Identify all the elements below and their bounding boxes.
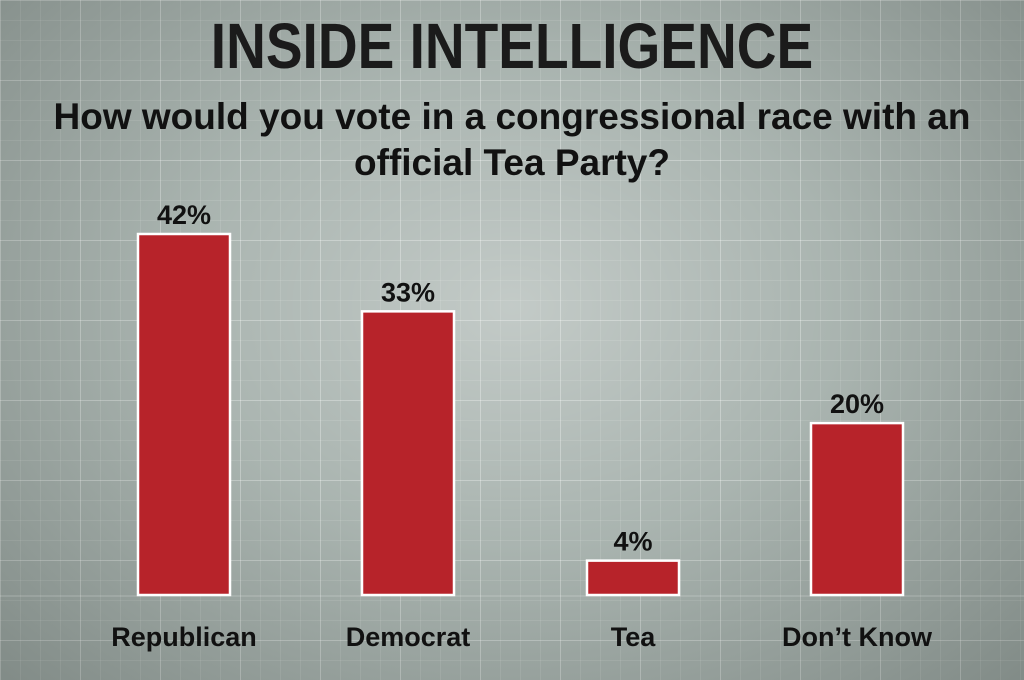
category-label-tea: Tea [611,622,657,652]
value-label-democrat: 33% [381,277,435,307]
value-label-republican: 42% [157,200,211,230]
value-label-don-t-know: 20% [830,389,884,419]
bar-don-t-know [809,421,905,597]
category-label-democrat: Democrat [346,622,471,652]
masthead-title: INSIDE INTELLIGENCE [210,10,814,82]
category-label-don-t-know: Don’t Know [782,622,933,652]
bar-democrat [360,310,456,597]
chart-title: How would you vote in a congressional ra… [53,96,971,183]
category-label-republican: Republican [111,622,257,652]
bar-tea [585,559,681,597]
bar-republican [136,232,232,597]
value-label-tea: 4% [613,527,652,557]
